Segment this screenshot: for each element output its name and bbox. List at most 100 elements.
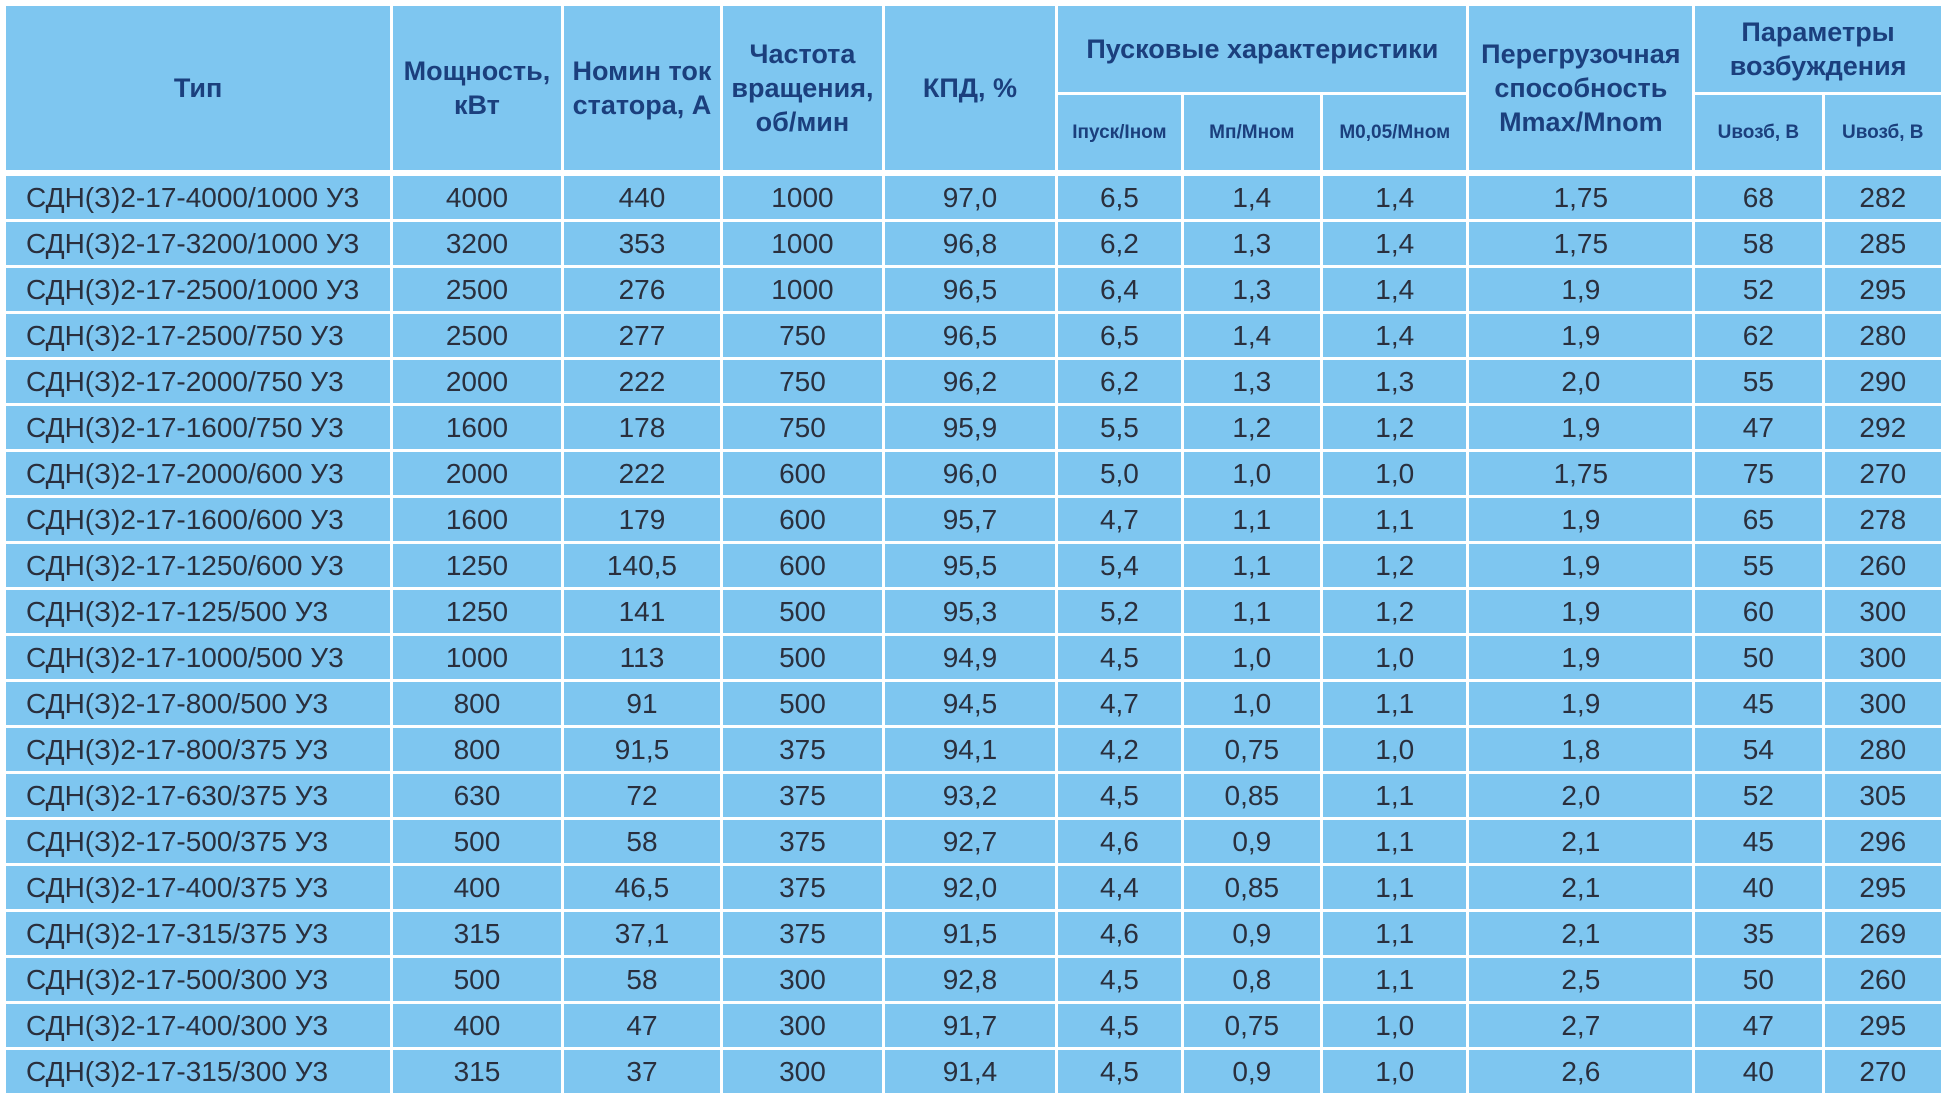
- cell-power: 630: [393, 774, 561, 817]
- header-starting: Пусковые характеристики: [1058, 6, 1467, 92]
- cell-efficiency: 96,2: [884, 360, 1056, 403]
- cell-excitation-u1: 40: [1695, 1050, 1822, 1093]
- cell-frequency: 1000: [723, 268, 882, 311]
- cell-starting-m005: 1,1: [1323, 958, 1467, 1001]
- table-row: СДН(З)2-17-3200/1000 У3 3200 353 1000 96,8 6,…: [6, 222, 1941, 265]
- header-overload: Перегрузочная способность Mmax/Mnom: [1469, 6, 1693, 170]
- cell-type: СДН(З)2-17-500/300 У3: [6, 958, 391, 1001]
- cell-starting-m005: 1,2: [1323, 406, 1467, 449]
- table-row: СДН(З)2-17-2500/1000 У3 2500 276 1000 96,5 6,…: [6, 268, 1941, 311]
- cell-power: 800: [393, 728, 561, 771]
- cell-type: СДН(З)2-17-800/375 У3: [6, 728, 391, 771]
- cell-type: СДН(З)2-17-1600/600 У3: [6, 498, 391, 541]
- cell-type: СДН(З)2-17-2000/750 У3: [6, 360, 391, 403]
- cell-starting-mp: 1,1: [1183, 590, 1321, 633]
- cell-overload: 2,1: [1469, 866, 1693, 909]
- cell-excitation-u2: 300: [1824, 636, 1941, 679]
- cell-frequency: 375: [723, 820, 882, 863]
- cell-type: СДН(З)2-17-315/375 У3: [6, 912, 391, 955]
- cell-overload: 2,1: [1469, 912, 1693, 955]
- cell-excitation-u2: 300: [1824, 590, 1941, 633]
- cell-current: 46,5: [563, 866, 721, 909]
- cell-starting-ip: 4,2: [1058, 728, 1181, 771]
- cell-overload: 1,9: [1469, 406, 1693, 449]
- cell-efficiency: 96,8: [884, 222, 1056, 265]
- cell-starting-m005: 1,4: [1323, 222, 1467, 265]
- cell-type: СДН(З)2-17-400/300 У3: [6, 1004, 391, 1047]
- cell-starting-mp: 0,75: [1183, 728, 1321, 771]
- cell-power: 1250: [393, 590, 561, 633]
- cell-starting-m005: 1,0: [1323, 728, 1467, 771]
- cell-excitation-u2: 295: [1824, 268, 1941, 311]
- cell-current: 72: [563, 774, 721, 817]
- cell-efficiency: 92,8: [884, 958, 1056, 1001]
- cell-current: 47: [563, 1004, 721, 1047]
- cell-frequency: 500: [723, 636, 882, 679]
- cell-type: СДН(З)2-17-1250/600 У3: [6, 544, 391, 587]
- cell-starting-ip: 6,5: [1058, 173, 1181, 219]
- cell-frequency: 375: [723, 912, 882, 955]
- motor-spec-table: Тип Мощность, кВт Номин ток статора, А Ч…: [3, 3, 1944, 1096]
- cell-power: 2500: [393, 268, 561, 311]
- cell-power: 400: [393, 1004, 561, 1047]
- cell-starting-mp: 1,2: [1183, 406, 1321, 449]
- cell-excitation-u2: 278: [1824, 498, 1941, 541]
- cell-current: 58: [563, 958, 721, 1001]
- header-excitation-u2: Uвозб, В: [1824, 95, 1941, 170]
- cell-overload: 2,6: [1469, 1050, 1693, 1093]
- cell-efficiency: 94,9: [884, 636, 1056, 679]
- cell-excitation-u2: 280: [1824, 728, 1941, 771]
- cell-starting-ip: 6,4: [1058, 268, 1181, 311]
- cell-current: 140,5: [563, 544, 721, 587]
- cell-starting-ip: 6,2: [1058, 222, 1181, 265]
- cell-type: СДН(З)2-17-400/375 У3: [6, 866, 391, 909]
- cell-excitation-u1: 47: [1695, 406, 1822, 449]
- cell-type: СДН(З)2-17-125/500 У3: [6, 590, 391, 633]
- cell-excitation-u1: 62: [1695, 314, 1822, 357]
- cell-excitation-u2: 295: [1824, 1004, 1941, 1047]
- cell-starting-ip: 4,7: [1058, 682, 1181, 725]
- cell-current: 353: [563, 222, 721, 265]
- cell-starting-mp: 0,8: [1183, 958, 1321, 1001]
- cell-frequency: 500: [723, 590, 882, 633]
- cell-efficiency: 91,7: [884, 1004, 1056, 1047]
- cell-starting-ip: 4,7: [1058, 498, 1181, 541]
- cell-overload: 1,75: [1469, 222, 1693, 265]
- cell-efficiency: 92,0: [884, 866, 1056, 909]
- cell-starting-ip: 4,5: [1058, 1004, 1181, 1047]
- cell-overload: 1,9: [1469, 268, 1693, 311]
- cell-overload: 1,75: [1469, 452, 1693, 495]
- cell-power: 3200: [393, 222, 561, 265]
- cell-efficiency: 95,9: [884, 406, 1056, 449]
- cell-starting-mp: 1,0: [1183, 636, 1321, 679]
- cell-current: 37,1: [563, 912, 721, 955]
- cell-efficiency: 93,2: [884, 774, 1056, 817]
- header-excitation: Параметры возбуждения: [1695, 6, 1941, 92]
- cell-efficiency: 96,5: [884, 314, 1056, 357]
- cell-excitation-u1: 45: [1695, 820, 1822, 863]
- cell-starting-ip: 5,4: [1058, 544, 1181, 587]
- cell-frequency: 600: [723, 498, 882, 541]
- cell-starting-m005: 1,1: [1323, 498, 1467, 541]
- cell-efficiency: 92,7: [884, 820, 1056, 863]
- cell-excitation-u2: 270: [1824, 1050, 1941, 1093]
- header-type: Тип: [6, 6, 391, 170]
- cell-starting-m005: 1,1: [1323, 912, 1467, 955]
- table-row: СДН(З)2-17-4000/1000 У3 4000 440 1000 97,0 6,…: [6, 173, 1941, 219]
- cell-power: 800: [393, 682, 561, 725]
- table-row: СДН(З)2-17-1000/500 У3 1000 113 500 94,9 4,5 1…: [6, 636, 1941, 679]
- cell-starting-ip: 4,6: [1058, 912, 1181, 955]
- cell-excitation-u1: 50: [1695, 636, 1822, 679]
- cell-type: СДН(З)2-17-315/300 У3: [6, 1050, 391, 1093]
- table-row: СДН(З)2-17-400/375 У3 400 46,5 375 92,0 4,4 0,…: [6, 866, 1941, 909]
- cell-starting-mp: 1,4: [1183, 314, 1321, 357]
- table-body: СДН(З)2-17-4000/1000 У3 4000 440 1000 97,0 6,…: [6, 173, 1941, 1093]
- cell-power: 400: [393, 866, 561, 909]
- cell-current: 141: [563, 590, 721, 633]
- cell-starting-m005: 1,4: [1323, 314, 1467, 357]
- cell-current: 113: [563, 636, 721, 679]
- cell-frequency: 600: [723, 544, 882, 587]
- cell-starting-mp: 1,3: [1183, 222, 1321, 265]
- cell-overload: 2,1: [1469, 820, 1693, 863]
- cell-excitation-u1: 45: [1695, 682, 1822, 725]
